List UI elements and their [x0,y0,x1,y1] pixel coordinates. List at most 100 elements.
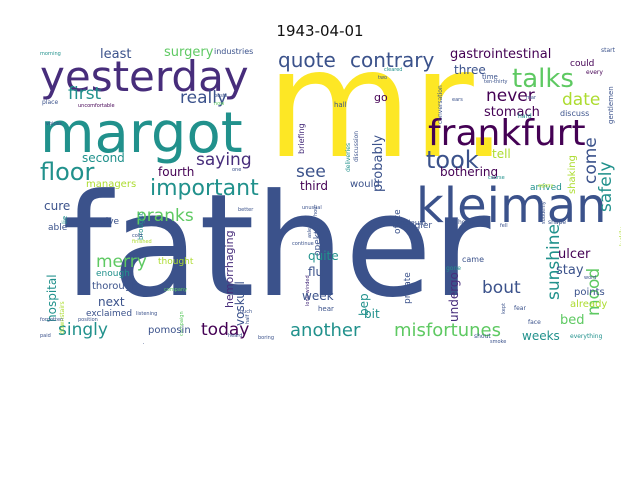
word-every: every [586,69,603,76]
word-cloud: mr. father margot yesterday kleiman fran… [38,44,621,344]
word-misfortunes: misfortunes [394,320,501,341]
word-thorough: thorough [92,281,138,292]
word-heard: heard [228,333,243,339]
word-hear: hear [318,305,334,313]
word-already: already [570,299,608,310]
word-suddenly: suddenly [541,201,547,224]
word-see: see [296,162,326,182]
word-ears: ears [452,97,463,103]
word-hall: hall [334,101,347,109]
word-morning: morning [40,51,61,57]
word-bit: bit [364,307,380,321]
word-date: date [562,90,601,110]
word-gentlemen: gentlemen [607,86,615,124]
word-half: half [245,314,251,324]
word-undergo: undergo [447,272,461,322]
word-finished: finished [132,239,152,245]
word-two: two [378,75,388,81]
word-today: today [201,320,250,340]
word-conversation: conversation [437,85,444,124]
word-gastrointestinal: gastrointestinal [450,47,552,62]
word-place: place [42,99,59,106]
word-shout: shout [474,333,491,340]
word-arrived: arrived [530,183,562,193]
word-flu: flu [308,265,324,279]
word-quite: quite [308,249,339,263]
word-frankfurt: frankfurt [428,113,586,154]
word-company: company [164,287,188,293]
word-better: better [238,207,254,213]
word-continue: continue [292,241,314,247]
word-bothering: bothering [440,165,499,179]
word-everything: everything [570,333,603,340]
word-give: give [100,217,120,227]
word-third: third [300,179,328,193]
word-first: first [68,84,102,104]
chart-title: 1943-04-01 [276,22,364,40]
word-able: able [48,223,68,233]
word-fear: fear [514,305,526,312]
word-managers: managers [86,179,137,190]
word-discuss: discuss [560,109,590,118]
word-enough: enough [96,269,130,279]
word-discussion: discussion [353,130,360,162]
word-took: took [426,146,479,174]
word-kugler: kugler [404,221,433,231]
word-time: time [482,73,498,81]
word-could: could [570,59,595,69]
word-bout: bout [482,278,521,298]
word-uncomfortable: uncomfortable [78,103,115,109]
word-surgery: surgery [164,45,214,60]
word-sunshine: sunshine [544,224,564,300]
word-would: would [350,179,380,190]
word-hours: hours [458,219,475,226]
word-cold: cold [132,233,143,239]
word-stomach: stomach [484,105,540,120]
word-quote: quote [278,48,336,72]
word-pomosin: pomosin [148,325,191,336]
word-really: really [180,88,227,108]
word-go: go [374,91,388,104]
word-industries: industries [214,47,254,56]
word-yesterday: yesterday [40,52,249,101]
word-shape: shape [548,219,567,226]
word-safely: safely [596,161,616,212]
word-important: important [150,176,259,201]
word-second: second [82,151,125,165]
word-stay: stay [556,263,584,278]
word-week: week [302,289,334,303]
word-listening: listening [136,311,158,317]
word-fourth: fourth [158,165,195,179]
word-one: one [232,167,242,173]
word-points: points [574,287,605,298]
word-three: three [454,63,486,77]
word-ten-thirty: ten-thirty [484,79,508,85]
word-voices: voices [46,121,62,127]
word-next: next [98,295,125,309]
word-agony: agony [538,183,554,189]
word-bed: bed [560,313,585,328]
word-contrary: contrary [350,48,435,72]
word-private: private [403,272,413,304]
word-touch: touch [238,309,253,315]
word-position: position [78,317,98,323]
word-singly: singly [58,320,108,340]
word-came: came [462,255,485,264]
word-deliveries: deliveries [345,142,352,172]
word-paid: paid [40,333,51,339]
word-another: another [290,320,361,341]
word-shaking: shaking [567,155,578,194]
word-least: least [100,47,132,62]
word-luckily: luckily [619,226,621,246]
word-forgotten: forgotten [40,317,64,323]
word-floor: floor [40,158,95,186]
word-kleiman: kleiman [416,178,607,234]
word-briefing: briefing [297,123,306,154]
word-merry: merry [96,252,147,272]
word-cleared: cleared [384,67,403,73]
word-cure: cure [44,199,71,213]
word-gone: gone [446,265,461,272]
word-hemorrhaging: hemorrhaging [223,230,236,308]
word-unusual: unusual [302,205,322,211]
word-course: course [488,175,505,181]
